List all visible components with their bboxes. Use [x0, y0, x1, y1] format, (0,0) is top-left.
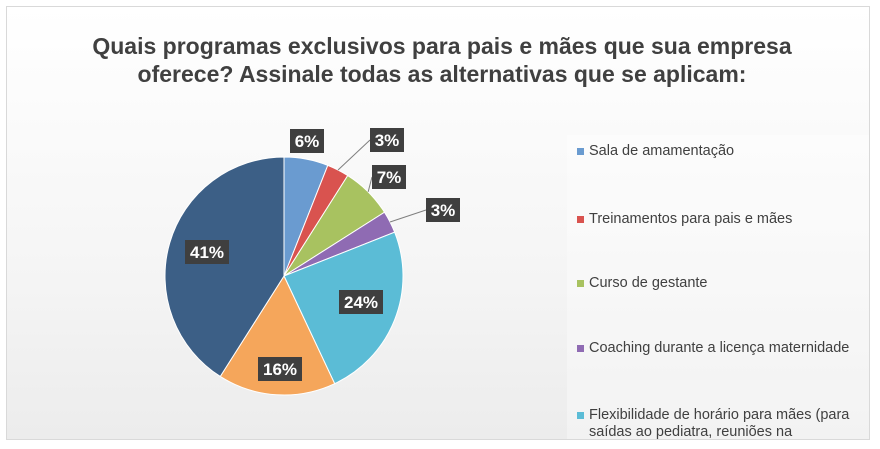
legend-label: Sala de amamentação: [589, 143, 735, 159]
legend-label: Curso de gestante: [589, 275, 708, 291]
chart-title: Quais programas exclusivos para pais e m…: [92, 33, 792, 87]
leader-line-2: [337, 139, 371, 171]
legend-swatch: [577, 345, 584, 352]
pie-slice-6: [219, 274, 336, 396]
data-label-box-1: [290, 129, 324, 153]
legend-label: Treinamentos para pais e mães: [589, 211, 793, 227]
data-label-box-2: [370, 128, 404, 152]
data-label-box-6: [258, 357, 302, 381]
leader-line-3: [367, 176, 373, 192]
data-label-2: 3%: [375, 131, 400, 150]
data-label-3: 7%: [377, 168, 402, 187]
data-label-box-4: [426, 198, 460, 222]
legend-item: Flexibilidade de horário para mães (para…: [577, 407, 857, 440]
data-label-4: 3%: [431, 201, 456, 220]
data-label-6: 16%: [263, 360, 297, 379]
data-label-7: 41%: [190, 243, 224, 262]
legend-item: Coaching durante a licença maternidade: [577, 340, 857, 357]
pie-chart: 6% 3% 7% 3% 24% 16% 41%: [164, 128, 460, 396]
legend-swatch: [577, 280, 584, 287]
data-label-box-7: [185, 240, 229, 264]
data-label-box-5: [339, 290, 383, 314]
leader-line-4: [389, 209, 427, 223]
legend-label: Flexibilidade de horário para mães (para…: [589, 407, 850, 440]
data-label-box-3: [372, 165, 406, 189]
pie-slice-7: [164, 156, 285, 378]
legend-swatch: [577, 412, 584, 419]
data-label-1: 6%: [295, 132, 320, 151]
legend-swatch: [577, 148, 584, 155]
legend-item: Treinamentos para pais e mães: [577, 211, 857, 228]
legend-label: Coaching durante a licença maternidade: [589, 340, 850, 356]
legend-swatch: [577, 216, 584, 223]
data-labels: 6% 3% 7% 3% 24% 16% 41%: [185, 128, 460, 381]
legend: Sala de amamentação Treinamentos para pai…: [567, 135, 869, 440]
pie-slices: [164, 156, 404, 396]
leader-lines: [337, 139, 427, 223]
chart-frame: Quais programas exclusivos para pais e m…: [6, 6, 870, 440]
data-label-5: 24%: [344, 293, 378, 312]
legend-item: Sala de amamentação: [577, 143, 857, 160]
legend-item: Curso de gestante: [577, 275, 857, 292]
